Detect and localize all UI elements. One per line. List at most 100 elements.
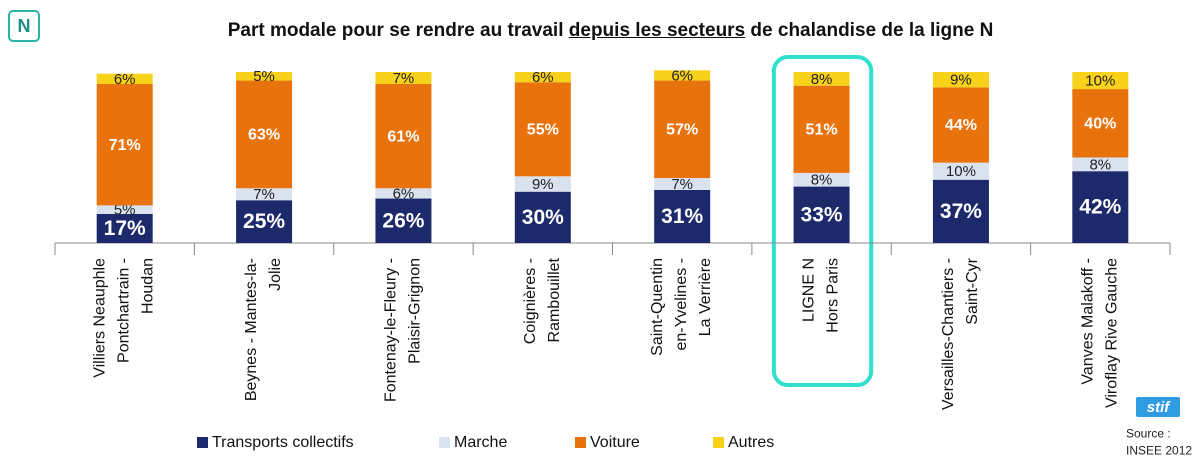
value-label: 61%	[387, 128, 419, 145]
bar-segment	[375, 83, 432, 189]
x-tick-label: Fontenay-le-Fleury - Plaisir-Grignon	[383, 258, 424, 402]
x-tick-label-line: Rambouillet	[546, 257, 563, 342]
x-tick-label: Villiers Neauphle Pontchartrain - Houdan	[92, 258, 157, 378]
legend-swatch	[439, 437, 450, 448]
value-label: 6%	[532, 69, 554, 86]
value-label: 8%	[1089, 156, 1111, 173]
bar-segment	[654, 80, 711, 179]
chart-title: Part modale pour se rendre au travail de…	[0, 20, 1201, 42]
x-tick-label-line: en-Yvelines -	[673, 258, 690, 351]
source-line: INSEE 2012	[1126, 444, 1192, 457]
value-label: 55%	[527, 122, 559, 139]
value-label: 5%	[114, 202, 136, 219]
value-label: 63%	[248, 127, 280, 144]
bar-segment	[96, 213, 153, 243]
legend-swatch	[197, 437, 208, 448]
bar-segment	[793, 85, 850, 173]
bar-segment	[96, 83, 153, 206]
bar-segment	[1072, 89, 1129, 158]
value-label: 44%	[945, 117, 977, 134]
title-underlined: depuis les secteurs	[568, 20, 746, 41]
value-label: 8%	[811, 71, 833, 88]
bar-segment	[96, 73, 153, 84]
bar-segment	[932, 72, 989, 88]
bar-segment	[375, 72, 432, 84]
badge: N	[8, 10, 40, 42]
bar-segment	[654, 178, 711, 190]
bar-segment	[236, 72, 293, 81]
legend-swatch	[713, 437, 724, 448]
value-label: 6%	[114, 71, 136, 88]
value-label: 40%	[1084, 116, 1116, 133]
bar-segment	[654, 189, 711, 243]
value-label: 9%	[532, 176, 554, 193]
x-tick-label: LIGNE N Hors Paris	[801, 258, 842, 333]
x-tick-label-line: Beynes - Mantes-la-	[243, 258, 260, 401]
x-tick-label-line: Pontchartrain -	[116, 258, 133, 363]
bar-segment	[1072, 171, 1129, 243]
title-part: de chalandise de la ligne N	[745, 20, 994, 41]
x-tick-label-line: Plaisir-Grignon	[407, 258, 424, 364]
bar-segment	[514, 176, 571, 192]
x-tick-label: Beynes - Mantes-la- Jolie	[243, 258, 284, 401]
value-label: 8%	[811, 172, 833, 189]
x-tick-label: Vanves Malakoff - Viroflay Rive Gauche	[1080, 258, 1121, 408]
value-label: 9%	[950, 72, 972, 89]
x-tick-label-line: LIGNE N	[801, 258, 818, 322]
x-tick-label-line: Fontenay-le-Fleury -	[383, 258, 400, 402]
x-tick-label-line: Vanves Malakoff -	[1080, 258, 1097, 385]
value-label: 17%	[104, 217, 146, 240]
value-label: 31%	[661, 205, 703, 228]
legend-label: Transports collectifs	[212, 434, 354, 451]
bar-segment	[932, 179, 989, 243]
value-label: 25%	[243, 210, 285, 233]
bar-segment	[236, 200, 293, 243]
x-tick-label-line: Saint-Quentin	[649, 258, 666, 356]
value-label: 33%	[801, 203, 843, 226]
bar-segment	[1072, 157, 1129, 172]
x-tick-label-line: Versailles-Chantiers -	[940, 258, 957, 410]
x-tick-label-line: Villiers Neauphle	[92, 258, 109, 378]
source: Source : INSEE 2012	[1126, 427, 1192, 457]
legend-label: Voiture	[590, 434, 640, 451]
highlight-frame	[771, 55, 874, 387]
value-label: 6%	[671, 67, 693, 84]
bar-segment	[375, 198, 432, 243]
value-label: 5%	[253, 68, 275, 85]
title-part: Part modale pour se rendre au travail	[227, 20, 569, 41]
bar-segment	[932, 87, 989, 163]
value-label: 51%	[806, 122, 838, 139]
legend-swatch	[575, 437, 586, 448]
value-label: 7%	[253, 186, 275, 203]
value-label: 57%	[666, 122, 698, 139]
bar-segment	[514, 191, 571, 243]
bar-segment	[96, 205, 153, 214]
value-label: 7%	[671, 176, 693, 193]
x-tick-label-line: La Verrière	[697, 258, 714, 336]
value-label: 10%	[1085, 73, 1115, 90]
legend-label: Marche	[454, 434, 507, 451]
bar-segment	[514, 82, 571, 177]
bar-segment	[1072, 72, 1129, 90]
x-tick-label-line: Viroflay Rive Gauche	[1104, 258, 1121, 408]
value-label: 7%	[393, 70, 415, 87]
x-tick-label-line: Hors Paris	[825, 258, 842, 333]
value-label: 10%	[946, 163, 976, 180]
bar-segment	[236, 80, 293, 189]
bar-segment	[514, 72, 571, 83]
logo-box	[1136, 397, 1180, 417]
bar-segment	[793, 72, 850, 86]
value-label: 37%	[940, 200, 982, 223]
x-tick-label-line: Saint-Cyr	[964, 257, 981, 324]
x-tick-label-line: Houdan	[140, 258, 157, 314]
bar-segment	[236, 188, 293, 201]
x-tick-label: Versailles-Chantiers - Saint-Cyr	[940, 257, 981, 410]
value-label: 71%	[109, 137, 141, 154]
logo: stif	[1147, 399, 1172, 416]
value-label: 30%	[522, 206, 564, 229]
x-tick-label: Saint-Quentin en-Yvelines - La Verrière	[649, 258, 714, 356]
bar-segment	[932, 162, 989, 180]
x-tick-label-line: Jolie	[267, 258, 284, 291]
